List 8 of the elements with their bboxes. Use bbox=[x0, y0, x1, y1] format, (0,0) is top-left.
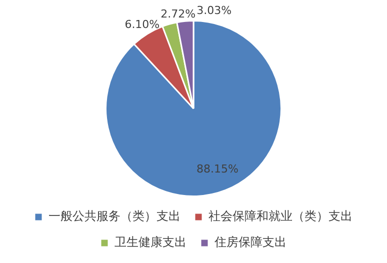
legend-label: 社会保障和就业（类）支出 bbox=[208, 209, 352, 224]
data-label: 6.10% bbox=[124, 18, 160, 32]
legend-label: 住房保障支出 bbox=[214, 235, 286, 250]
data-label: 2.72% bbox=[160, 7, 196, 20]
legend-label: 一般公共服务（类）支出 bbox=[48, 209, 180, 224]
data-label: 88.15% bbox=[196, 162, 238, 176]
data-label: 3.03% bbox=[196, 4, 232, 18]
legend-label: 卫生健康支出 bbox=[114, 235, 186, 250]
